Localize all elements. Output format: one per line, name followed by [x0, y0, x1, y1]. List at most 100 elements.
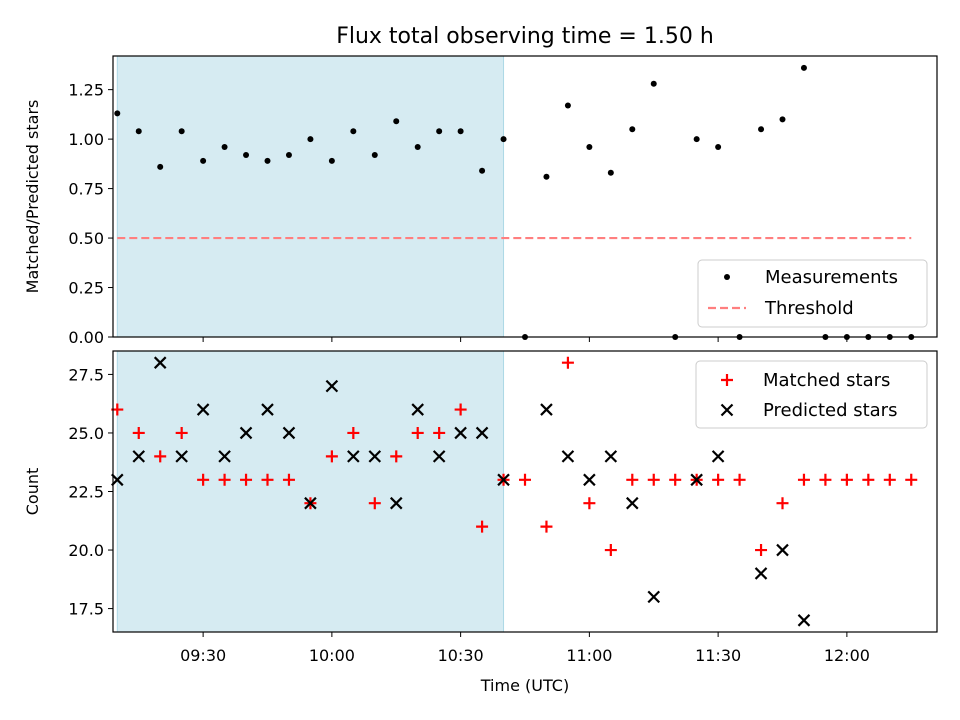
measurement-point [178, 128, 185, 135]
measurement-point [114, 110, 121, 117]
x-tick-label: 09:30 [180, 646, 226, 665]
measurement-point [715, 144, 722, 151]
predicted-point [604, 450, 618, 463]
predicted-point [196, 403, 210, 416]
matched-point [347, 426, 360, 439]
y-tick-label: 0.25 [68, 279, 104, 298]
x-tick-label: 11:00 [566, 646, 612, 665]
matched-point [583, 497, 596, 510]
legend-box [695, 360, 928, 429]
matched-point [840, 473, 853, 486]
axes-frame [112, 350, 938, 633]
predicted-point [239, 426, 253, 440]
matched-point [132, 426, 145, 439]
axes-frame [112, 55, 938, 338]
predicted-point [347, 450, 360, 463]
predicted-point [690, 473, 703, 487]
legend-matched-label: Matched stars [763, 370, 890, 391]
x-tick-label: 12:00 [824, 646, 870, 665]
predicted-point [561, 450, 575, 463]
matched-point [368, 497, 381, 510]
predicted-point [175, 450, 188, 463]
predicted-point [497, 473, 510, 487]
y-axis-label: Matched/Predicted stars [23, 100, 42, 294]
predicted-point [389, 496, 403, 510]
matched-point [175, 426, 188, 439]
predicted-point [411, 403, 424, 416]
measurement-point [629, 126, 636, 133]
matched-point [240, 473, 253, 486]
chart-title: Flux total observing time = 1.50 h [336, 24, 714, 49]
legend-measurements-label: Measurements [765, 267, 898, 288]
x-axis-label: Time (UTC) [480, 676, 569, 695]
legend-matched-marker [721, 374, 733, 386]
matched-point [261, 473, 274, 486]
predicted-point [304, 496, 317, 510]
measurement-point [371, 151, 378, 158]
y-tick-label: 1.25 [68, 81, 104, 100]
measurement-point [328, 157, 335, 164]
matched-point [604, 544, 617, 557]
measurement-point [479, 167, 486, 174]
y-tick-label: 25.0 [68, 424, 104, 443]
matched-point [540, 520, 553, 533]
predicted-point [454, 426, 467, 440]
y-tick-label: 22.5 [68, 483, 104, 502]
measurement-point [779, 116, 786, 123]
matched-point [733, 473, 746, 486]
y-tick-label: 0.50 [68, 229, 104, 248]
measurement-point [564, 102, 571, 109]
predicted-point [368, 450, 382, 463]
measurement-point [221, 144, 228, 151]
predicted-point [540, 403, 553, 416]
predicted-point [218, 450, 231, 463]
measurement-point [157, 163, 164, 170]
measurement-point [693, 136, 700, 143]
matched-point [776, 497, 789, 510]
legend-predicted-marker [720, 403, 734, 417]
measurement-point [285, 151, 292, 158]
predicted-point [711, 450, 725, 463]
measurement-point [800, 64, 807, 71]
measurement-point [607, 169, 614, 176]
predicted-point [153, 356, 167, 369]
matched-point [755, 544, 768, 557]
matched-point [454, 403, 467, 416]
y-tick-label: 0.75 [68, 180, 104, 199]
matched-point [282, 473, 295, 486]
predicted-point [132, 450, 146, 463]
matched-point [433, 426, 446, 439]
matched-point [519, 473, 531, 486]
y-axis-label: Count [23, 468, 42, 516]
predicted-point [261, 403, 274, 416]
predicted-point [754, 567, 768, 580]
x-tick-label: 10:30 [438, 646, 484, 665]
measurement-point [500, 136, 507, 143]
predicted-point [647, 590, 661, 604]
legend: Matched stars Predicted stars [695, 360, 928, 429]
predicted-point [432, 450, 446, 463]
legend-predicted-label: Predicted stars [763, 400, 897, 421]
matched-point [561, 356, 574, 369]
measurement-point [393, 118, 400, 125]
measurement-point [543, 173, 550, 180]
y-tick-label: 20.0 [68, 541, 104, 560]
measurement-point [758, 126, 765, 133]
matched-point [218, 473, 231, 486]
matched-point [411, 426, 424, 439]
measurement-point [307, 136, 314, 143]
ratio-panel: 0.00 0.25 0.50 0.75 1.00 1.25 Matched/Predicte… [23, 55, 938, 347]
matched-point [669, 473, 682, 486]
x-tick-label: 10:00 [309, 646, 355, 665]
x-tick-label: 11:30 [695, 646, 741, 665]
matched-point [905, 473, 918, 486]
predicted-point [626, 496, 639, 510]
measurement-point [200, 157, 207, 164]
measurement-point [350, 128, 357, 135]
matched-point [712, 473, 725, 486]
matched-point [819, 473, 832, 486]
measurement-point [264, 157, 271, 164]
measurement-point [135, 128, 142, 135]
y-tick-label: 17.5 [68, 600, 104, 619]
matched-point [862, 473, 875, 486]
